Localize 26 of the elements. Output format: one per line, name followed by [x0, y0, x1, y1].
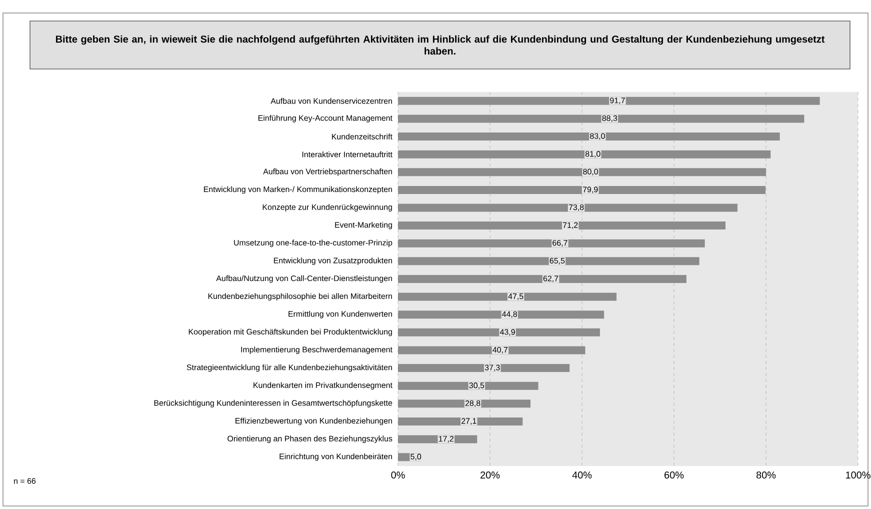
- x-tick-label: 100%: [846, 472, 870, 479]
- chart-title: Bitte geben Sie an, in wieweit Sie die nachfolgend aufgeführten Aktivitäten im Hinblick auf die Kundenbindung und Gestaltung der Kundenbeziehung umgesetzt haben.: [56, 35, 825, 55]
- bar: [398, 204, 738, 212]
- bar: [398, 364, 570, 372]
- bar: [398, 114, 804, 123]
- x-tick-label: 60%: [664, 472, 684, 479]
- x-tick-label: 20%: [480, 472, 500, 479]
- x-tick-label: 80%: [756, 472, 776, 479]
- bar: [398, 239, 705, 248]
- bar: [398, 96, 820, 105]
- bar: [398, 328, 600, 336]
- bar: [398, 310, 604, 319]
- bar: [398, 168, 766, 176]
- x-tick-label: 0%: [391, 472, 405, 479]
- bar: [398, 222, 726, 230]
- bar: [398, 132, 780, 141]
- bar: [398, 274, 686, 283]
- bar: [398, 382, 538, 390]
- bar: [398, 292, 617, 301]
- bar: [398, 417, 523, 426]
- bar: [398, 400, 530, 408]
- x-tick-label: 40%: [572, 472, 592, 479]
- bar: [398, 186, 766, 194]
- bar: [398, 150, 771, 158]
- bar: [398, 346, 586, 354]
- bar: [398, 257, 700, 266]
